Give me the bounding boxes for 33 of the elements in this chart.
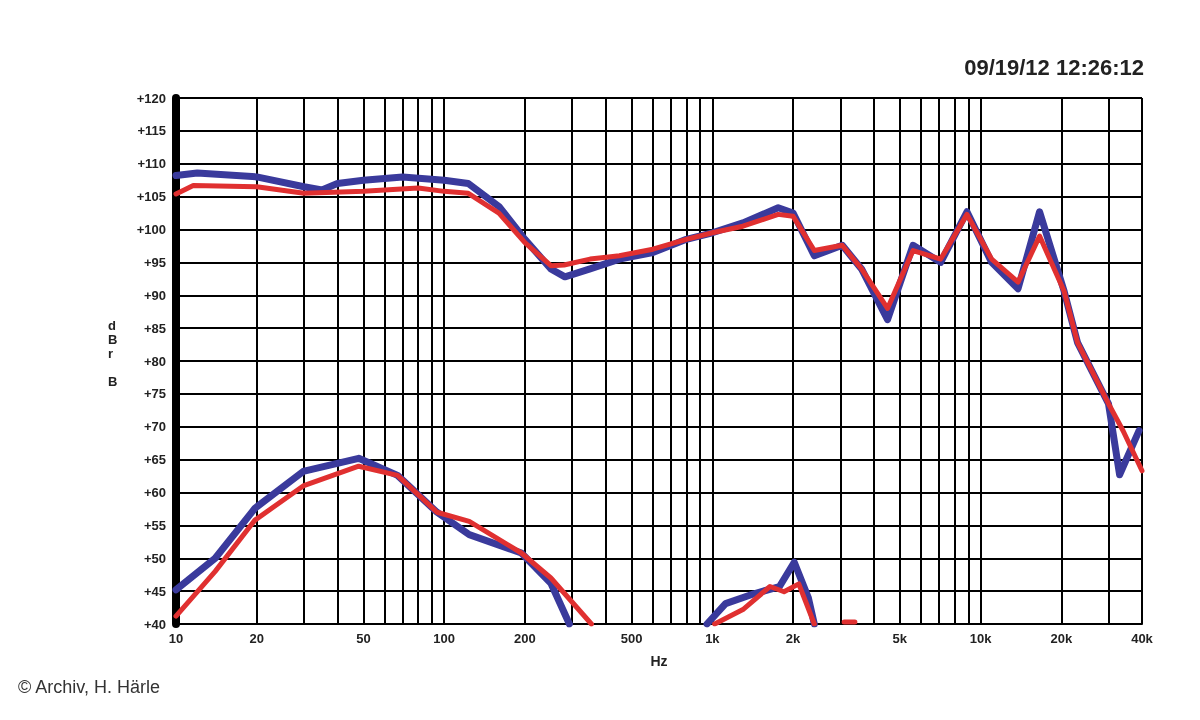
y-tick-label: +75 [143,386,166,402]
y-tick-label: +80 [143,353,166,369]
y-axis-title: dBr B [108,317,118,389]
y-tick-label: +115 [137,123,166,139]
y-tick-label: +95 [143,254,166,270]
y-tick-label: +105 [136,189,166,205]
x-tick-label: 2k [785,631,802,646]
x-tick-label: 100 [433,631,456,646]
y-tick-label: +110 [137,156,166,172]
x-tick-label: 500 [620,631,643,646]
text: © Archiv, H. Härle [18,677,160,697]
x-axis-title: Hz [650,653,668,669]
y-tick-label: +40 [143,616,166,632]
y-tick-label: +120 [136,90,166,106]
y-tick-label: +90 [143,287,166,303]
y-tick-label: +55 [143,517,166,533]
y-tick-label: +85 [143,320,166,336]
x-tick-label: 20 [249,631,264,646]
text: 09/19/12 12:26:12 [964,54,1145,80]
y-tick-label: +65 [143,452,166,468]
x-tick-label: 10 [168,631,184,646]
x-tick-label: 50 [356,631,371,646]
x-tick-label: 20k [1050,631,1073,646]
x-tick-label: 40k [1131,631,1154,646]
y-tick-label: +100 [136,222,166,237]
x-tick-label: 1k [705,631,721,646]
y-tick-label: +45 [143,583,166,599]
x-tick-label: 200 [514,631,536,646]
x-tick-label: 10k [969,631,993,646]
y-tick-label: +70 [143,419,166,435]
x-tick-label: 5k [892,631,908,646]
y-tick-label: +60 [143,485,166,500]
y-tick-label: +50 [143,550,166,566]
